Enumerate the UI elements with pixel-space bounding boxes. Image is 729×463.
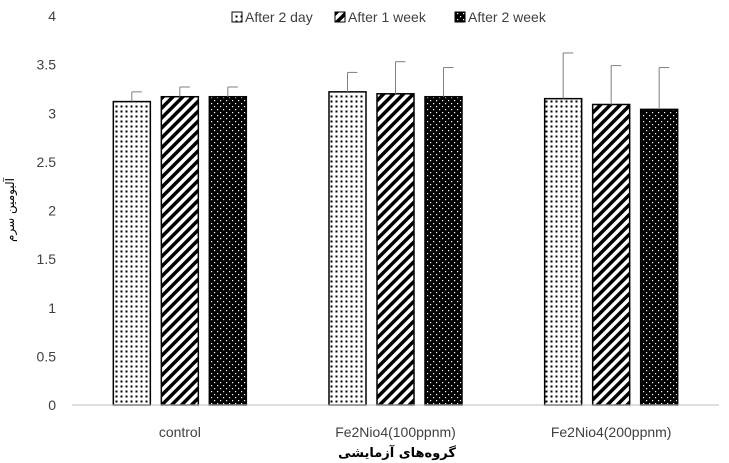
legend-label: After 2 week — [468, 9, 547, 25]
legend-label: After 2 day — [245, 9, 313, 25]
y-axis-title: آلبومین سرم — [2, 177, 18, 242]
y-tick-label: 0 — [48, 397, 56, 413]
bar-after-2-day — [328, 91, 367, 406]
y-axis-ticks: 0 0.5 1 1.5 2 2.5 3 3.5 4 — [37, 8, 57, 413]
bar-after-1-week — [160, 95, 200, 406]
bar-after-2-week — [424, 95, 463, 406]
legend-swatch — [334, 11, 346, 23]
x-axis-ticks: control Fe2Nio4(100ppnm) Fe2Nio4(200ppnm) — [159, 424, 672, 440]
y-tick-label: 3 — [48, 105, 56, 121]
legend-swatch — [454, 11, 466, 23]
x-tick-label: Fe2Nio4(100ppnm) — [335, 424, 456, 440]
y-tick-label: 1.5 — [37, 251, 57, 267]
error-bars — [131, 52, 670, 110]
legend-label: After 1 week — [348, 9, 427, 25]
y-tick-label: 2 — [48, 203, 56, 219]
y-tick-label: 2.5 — [37, 154, 57, 170]
bar-after-2-day — [543, 97, 583, 406]
x-tick-label: Fe2Nio4(200ppnm) — [551, 424, 672, 440]
bar-after-2-week — [208, 95, 248, 406]
y-tick-label: 0.5 — [37, 348, 57, 364]
bar-after-2-day — [112, 100, 152, 406]
y-tick-label: 3.5 — [37, 57, 57, 73]
x-tick-label: control — [159, 424, 201, 440]
legend-swatch — [231, 11, 243, 23]
y-tick-label: 1 — [48, 300, 56, 316]
bar-after-1-week — [591, 103, 631, 406]
bar-after-2-week — [639, 108, 679, 406]
bars — [112, 91, 679, 406]
bar-after-1-week — [376, 93, 415, 406]
legend: After 2 day After 1 week After 2 week — [231, 9, 547, 25]
x-axis-title: گروه‌های آزمایشی — [338, 444, 456, 461]
y-tick-label: 4 — [48, 8, 56, 24]
